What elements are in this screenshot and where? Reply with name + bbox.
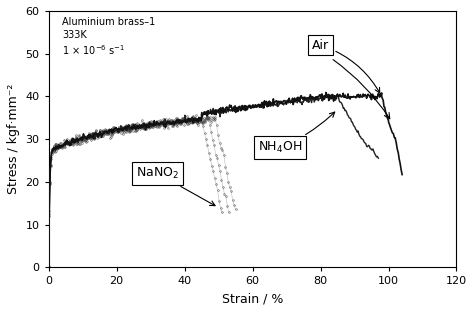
- Y-axis label: Stress / kgf·mm⁻²: Stress / kgf·mm⁻²: [7, 84, 20, 194]
- Text: NH$_4$OH: NH$_4$OH: [257, 112, 335, 155]
- X-axis label: Strain / %: Strain / %: [222, 292, 283, 305]
- Text: 333K: 333K: [62, 30, 87, 40]
- Text: Air: Air: [312, 39, 380, 93]
- Text: 1 $\times$ 10$^{-6}$ s$^{-1}$: 1 $\times$ 10$^{-6}$ s$^{-1}$: [62, 43, 125, 57]
- Text: NaNO$_2$: NaNO$_2$: [136, 166, 215, 206]
- Text: Aluminium brass–1: Aluminium brass–1: [62, 17, 155, 27]
